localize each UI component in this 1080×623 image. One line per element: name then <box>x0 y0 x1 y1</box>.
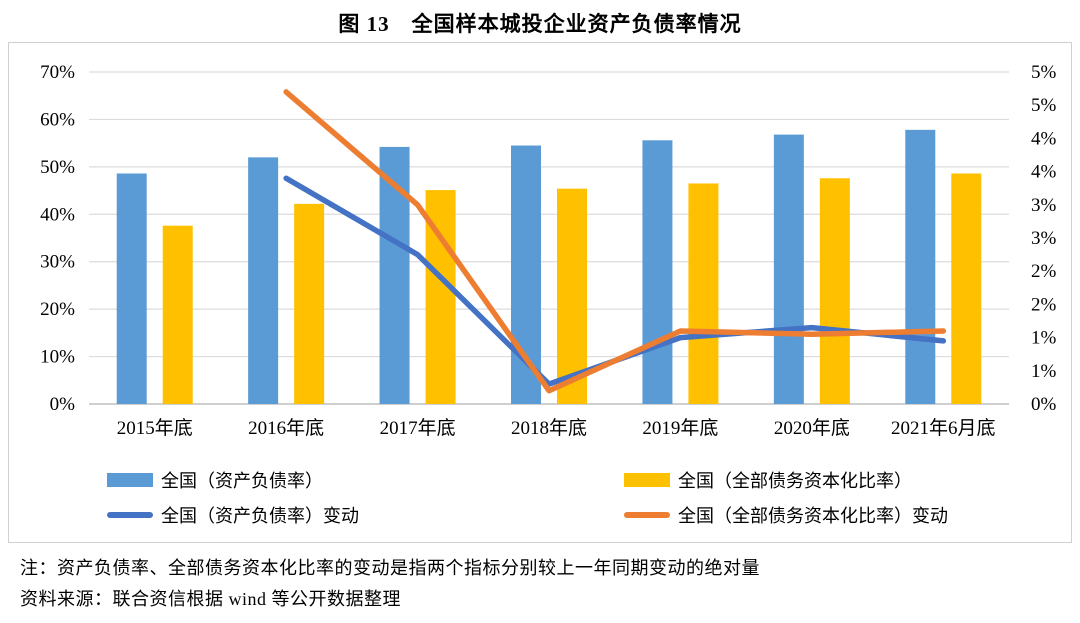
svg-text:70%: 70% <box>40 62 75 83</box>
line-swatch-darkblue-icon <box>107 512 153 518</box>
legend-label: 全国（全部债务资本化比率） <box>678 471 912 491</box>
bar-swatch-yellow-icon <box>624 473 670 487</box>
svg-text:40%: 40% <box>40 204 75 225</box>
legend-column-left: 全国（资产负债率） 全国（资产负债率）变动 <box>107 467 624 537</box>
svg-text:2016年底: 2016年底 <box>248 417 324 439</box>
legend-item-asset-liability-ratio: 全国（资产负债率） <box>107 467 624 493</box>
legend-item-asset-liability-ratio-change: 全国（资产负债率）变动 <box>107 502 624 528</box>
svg-text:2019年底: 2019年底 <box>642 417 718 439</box>
line-swatch-orange-icon <box>624 512 670 518</box>
svg-text:2020年底: 2020年底 <box>774 417 850 439</box>
svg-text:3%: 3% <box>1031 228 1057 249</box>
note-text: 注：资产负债率、全部债务资本化比率的变动是指两个指标分别较上一年同期变动的绝对量 <box>20 558 760 578</box>
svg-text:4%: 4% <box>1031 162 1057 183</box>
svg-text:50%: 50% <box>40 157 75 178</box>
bar-swatch-blue-icon <box>107 473 153 487</box>
legend-label: 全国（全部债务资本化比率）变动 <box>678 506 948 526</box>
svg-text:0%: 0% <box>1031 394 1057 415</box>
combo-chart: 70% 60% 50% 40% 30% 20% 10% 0% 5% 5% 4% 4% 3% 3% 2% 2% 1… <box>40 62 1057 439</box>
svg-text:10%: 10% <box>40 347 75 368</box>
svg-text:30%: 30% <box>40 252 75 273</box>
svg-text:5%: 5% <box>1031 95 1057 116</box>
legend-item-total-debt-capitalization-ratio-change: 全国（全部债务资本化比率）变动 <box>624 502 1055 528</box>
svg-text:3%: 3% <box>1031 195 1057 216</box>
svg-text:2018年底: 2018年底 <box>511 417 587 439</box>
svg-text:2%: 2% <box>1031 294 1057 315</box>
svg-text:60%: 60% <box>40 109 75 130</box>
page-title: 图 13 全国样本城投企业资产负债率情况 <box>338 12 742 36</box>
legend-column-right: 全国（全部债务资本化比率） 全国（全部债务资本化比率）变动 <box>624 467 1055 537</box>
legend-label: 全国（资产负债率） <box>161 471 323 491</box>
svg-text:2017年底: 2017年底 <box>380 417 456 439</box>
svg-text:5%: 5% <box>1031 62 1057 83</box>
chart-legend: 全国（资产负债率） 全国（资产负债率）变动 全国（全部债务资本化比率） 全国（全… <box>107 467 1055 537</box>
source-text: 资料来源：联合资信根据 wind 等公开数据整理 <box>20 589 401 609</box>
svg-text:2%: 2% <box>1031 261 1057 282</box>
chart-panel: 70% 60% 50% 40% 30% 20% 10% 0% 5% 5% 4% 4% 3% 3% 2% 2% 1… <box>8 42 1072 543</box>
svg-text:4%: 4% <box>1031 128 1057 149</box>
legend-item-total-debt-capitalization-ratio: 全国（全部债务资本化比率） <box>624 467 1055 493</box>
svg-text:1%: 1% <box>1031 361 1057 382</box>
svg-text:2015年底: 2015年底 <box>117 417 193 439</box>
svg-text:0%: 0% <box>50 394 76 415</box>
footnotes: 注：资产负债率、全部债务资本化比率的变动是指两个指标分别较上一年同期变动的绝对量… <box>20 553 1070 615</box>
legend-label: 全国（资产负债率）变动 <box>161 506 359 526</box>
svg-text:2021年6月底: 2021年6月底 <box>891 417 996 439</box>
svg-text:20%: 20% <box>40 299 75 320</box>
svg-text:1%: 1% <box>1031 328 1057 349</box>
